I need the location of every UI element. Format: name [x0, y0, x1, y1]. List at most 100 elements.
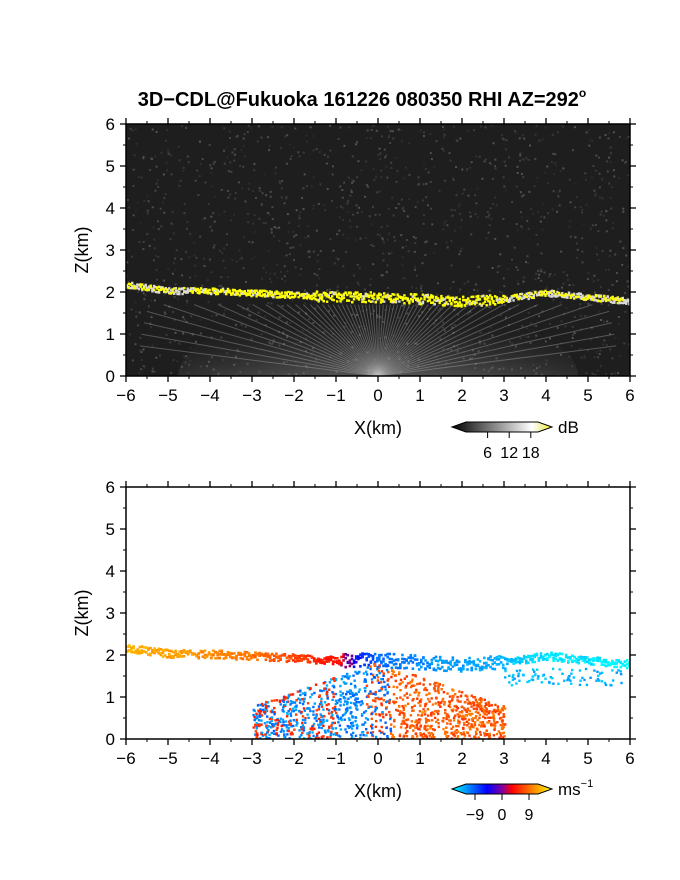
noise-speck — [134, 301, 137, 304]
noise-speck — [263, 173, 266, 176]
velocity-cell — [264, 709, 267, 713]
layer-cell — [510, 295, 514, 299]
layer-cell — [599, 295, 603, 298]
layer-cell — [527, 291, 530, 295]
velocity-cell — [492, 715, 495, 718]
noise-speck — [150, 316, 153, 319]
layer-cell — [317, 298, 320, 302]
layer-cell — [409, 293, 413, 296]
velocity-cell — [333, 657, 337, 660]
noise-speck — [452, 179, 455, 181]
layer-cell — [519, 297, 522, 300]
layer-cell — [435, 296, 438, 300]
velocity-cell — [126, 649, 129, 653]
velocity-cell — [275, 655, 278, 659]
velocity-cell — [387, 670, 390, 674]
noise-speck — [213, 160, 216, 163]
velocity-cell — [558, 658, 562, 661]
noise-speck — [404, 166, 407, 169]
velocity-cell — [418, 710, 422, 713]
noise-speck — [572, 334, 574, 337]
fan-ray — [377, 304, 539, 376]
noise-speck — [466, 169, 469, 172]
velocity-cell — [197, 656, 200, 660]
velocity-cell — [321, 722, 324, 725]
velocity-cell — [456, 713, 459, 716]
velocity-cell — [472, 726, 475, 729]
layer-cell — [399, 296, 403, 299]
velocity-cell — [420, 698, 423, 701]
velocity-cell — [317, 723, 320, 726]
velocity-cell — [348, 689, 352, 692]
velocity-cell — [602, 658, 606, 662]
layer-cell — [485, 298, 488, 301]
velocity-cell — [416, 682, 419, 686]
velocity-cell — [266, 715, 269, 718]
velocity-cell — [247, 658, 251, 661]
noise-speck — [271, 126, 274, 128]
x-tick-label: 3 — [499, 749, 508, 768]
noise-speck — [138, 311, 141, 314]
layer-cell — [191, 289, 194, 293]
noise-speck — [347, 176, 350, 179]
velocity-cell — [471, 701, 474, 705]
noise-speck — [488, 224, 491, 227]
noise-speck — [499, 253, 502, 256]
velocity-cell — [578, 669, 582, 672]
velocity-cell — [460, 733, 464, 736]
velocity-cell — [495, 732, 499, 736]
noise-speck — [617, 316, 620, 318]
velocity-cell — [485, 664, 488, 668]
noise-speck — [443, 128, 446, 131]
velocity-cell — [140, 645, 144, 648]
velocity-cell — [558, 652, 562, 655]
velocity-cell — [456, 730, 460, 733]
fan-ray — [377, 304, 399, 376]
velocity-cell — [140, 649, 144, 652]
velocity-cell — [443, 669, 446, 672]
noise-speck — [540, 252, 543, 255]
noise-speck — [516, 228, 519, 231]
noise-speck — [143, 298, 146, 301]
noise-speck — [129, 127, 132, 130]
noise-speck — [443, 133, 446, 136]
noise-speck — [551, 133, 554, 136]
velocity-cell — [437, 722, 440, 725]
layer-cell — [426, 299, 430, 303]
layer-cell — [236, 293, 240, 296]
velocity-cell — [433, 716, 437, 720]
layer-cell — [418, 299, 421, 302]
noise-speck — [536, 243, 539, 246]
velocity-cell — [315, 732, 319, 736]
fan-ray — [309, 304, 379, 376]
layer-cell — [255, 289, 258, 292]
velocity-cell — [596, 656, 599, 659]
layer-cell — [460, 303, 463, 306]
noise-speck — [612, 222, 615, 225]
noise-speck — [173, 295, 176, 298]
layer-cell — [446, 302, 450, 306]
velocity-cell — [405, 692, 408, 695]
layer-cell — [389, 300, 393, 303]
noise-speck — [319, 183, 322, 186]
velocity-cell — [478, 666, 482, 669]
velocity-cell — [317, 657, 320, 661]
velocity-cell — [300, 726, 303, 729]
noise-speck — [450, 264, 453, 267]
layer-cell — [381, 298, 384, 302]
layer-cell — [347, 291, 351, 295]
layer-cell — [579, 297, 582, 300]
noise-speck — [455, 194, 458, 197]
x-tick-label: −4 — [200, 749, 219, 768]
noise-speck — [315, 284, 318, 287]
velocity-cell — [205, 653, 209, 657]
velocity-cell — [387, 677, 390, 681]
layer-cell — [216, 289, 220, 292]
velocity-cell — [451, 709, 454, 713]
velocity-cell — [364, 680, 367, 683]
velocity-cell — [579, 657, 583, 660]
noise-speck — [280, 126, 283, 129]
noise-speck — [423, 135, 425, 137]
velocity-cell — [343, 713, 346, 716]
layer-cell — [472, 295, 475, 298]
